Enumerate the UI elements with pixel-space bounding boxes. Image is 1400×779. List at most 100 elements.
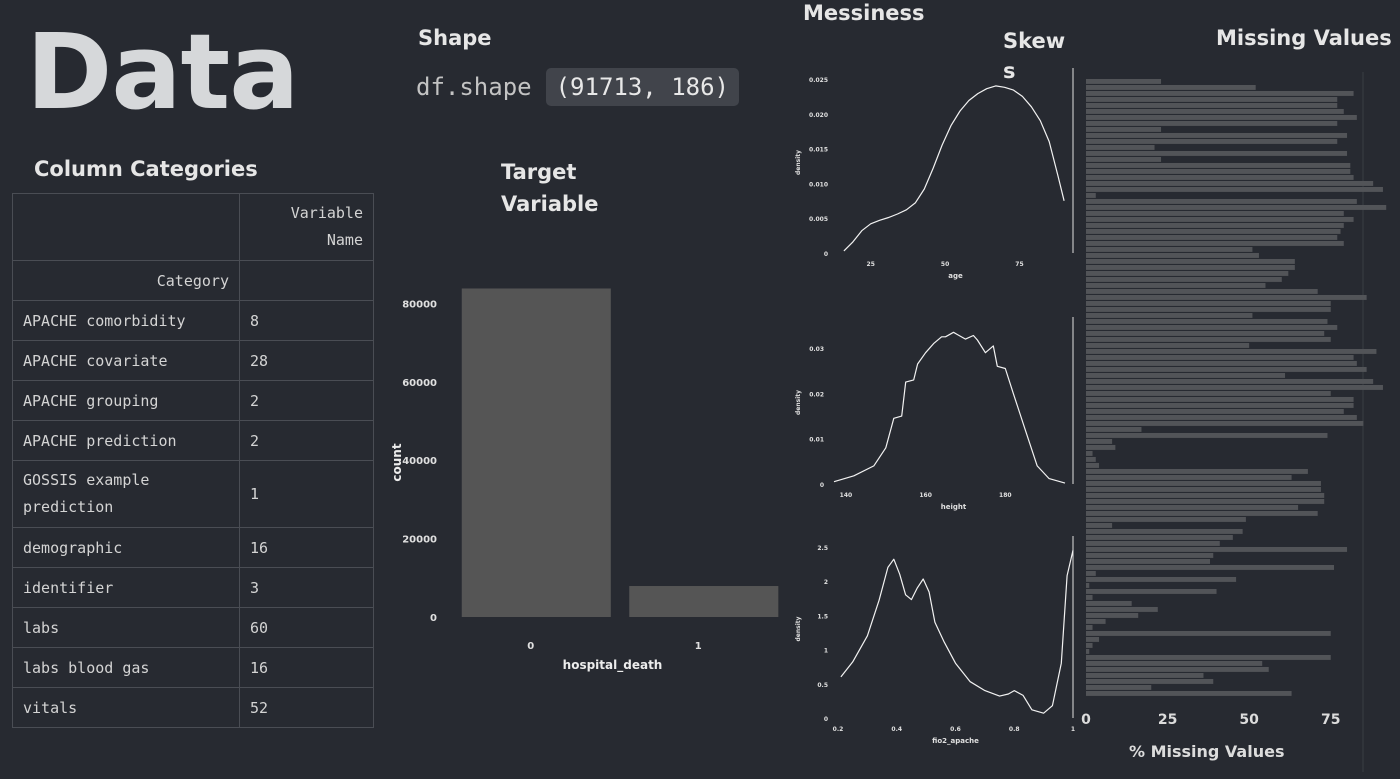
y-tick-label: 0.03 <box>809 346 824 353</box>
table-row: labs 60 <box>12 607 374 648</box>
variable-count-cell: 1 <box>239 460 374 528</box>
missing-bar <box>1086 103 1338 108</box>
missing-bar <box>1086 577 1237 582</box>
missing-bar <box>1086 367 1367 372</box>
table-row: labs blood gas 16 <box>12 647 374 688</box>
table-row: identifier 3 <box>12 567 374 608</box>
density-line <box>843 85 1065 252</box>
column-categories-heading: Column Categories <box>34 157 258 181</box>
missing-bar <box>1086 493 1325 498</box>
missing-bar <box>1086 271 1289 276</box>
missing-bar <box>1086 409 1344 414</box>
missing-bar <box>1086 181 1374 186</box>
missing-bar <box>1086 85 1256 90</box>
missing-bar <box>1086 187 1383 192</box>
category-cell: identifier <box>12 567 240 608</box>
x-tick-label: 1 <box>695 641 702 652</box>
missing-bar <box>1086 631 1331 636</box>
x-tick-label: 0 <box>527 641 534 652</box>
x-tick-label: 160 <box>919 492 932 499</box>
target-variable-heading: Target Variable <box>501 156 598 220</box>
missing-bar <box>1086 691 1292 696</box>
x-tick-label: 1 <box>1071 726 1075 733</box>
missing-bar <box>1086 361 1357 366</box>
y-tick-label: 0 <box>430 613 437 624</box>
missing-bar <box>1086 511 1318 516</box>
missing-bar <box>1086 403 1354 408</box>
missing-bar <box>1086 475 1292 480</box>
variable-count-cell: 28 <box>239 340 374 381</box>
missing-bar <box>1086 385 1383 390</box>
shape-output: (91713, 186) <box>545 68 739 106</box>
table-header-row: Variable Name <box>12 193 374 261</box>
variable-count-cell: 52 <box>239 687 374 728</box>
x-tick-label: 25 <box>1158 712 1177 728</box>
missing-bar <box>1086 121 1338 126</box>
missing-bar <box>1086 283 1266 288</box>
skews-heading-line1: Skew <box>1003 29 1066 53</box>
skews-heading-line2: s <box>1003 59 1016 83</box>
x-tick-label: 25 <box>867 261 875 268</box>
height-density-chart: 0 0.01 0.02 0.03 140 160 180 height density <box>795 317 1074 511</box>
y-tick-label: 0.02 <box>809 391 824 398</box>
missing-bar <box>1086 325 1338 330</box>
missing-bar <box>1086 115 1357 120</box>
missing-bar <box>1086 457 1096 462</box>
category-cell: APACHE prediction <box>12 420 240 461</box>
shape-heading: Shape <box>418 26 492 50</box>
density-line <box>840 550 1074 714</box>
y-tick-label: 0 <box>820 482 824 489</box>
missing-bar <box>1086 211 1344 216</box>
missing-bar <box>1086 433 1328 438</box>
missing-values-heading: Missing Values <box>1216 26 1392 50</box>
missing-bar <box>1086 313 1253 318</box>
x-tick-label: 140 <box>840 492 853 499</box>
y-tick-label: 1.5 <box>817 613 828 620</box>
missing-bar <box>1086 571 1096 576</box>
missing-bar <box>1086 427 1142 432</box>
missing-bar <box>1086 523 1113 528</box>
missing-bar <box>1086 505 1299 510</box>
missing-bar <box>1086 247 1253 252</box>
missing-bar <box>1086 391 1331 396</box>
missing-bar <box>1086 613 1139 618</box>
missing-bar <box>1086 661 1263 666</box>
missing-bar <box>1086 223 1344 228</box>
missing-bar <box>1086 355 1354 360</box>
x-tick-label: 0.2 <box>833 726 844 733</box>
y-tick-label: 0.005 <box>809 216 828 223</box>
x-tick-label: 75 <box>1015 261 1023 268</box>
page-title: Data <box>26 11 299 133</box>
category-cell: APACHE comorbidity <box>12 300 240 341</box>
missing-bar <box>1086 559 1210 564</box>
missing-bar <box>1086 241 1344 246</box>
missing-bar <box>1086 415 1357 420</box>
table-index-row: Category <box>12 260 374 301</box>
missing-bar <box>1086 217 1354 222</box>
x-axis-label: % Missing Values <box>1129 742 1285 761</box>
x-tick-label: 0.6 <box>950 726 961 733</box>
missing-bar <box>1086 679 1214 684</box>
missing-bar <box>1086 607 1158 612</box>
table-row: demographic 16 <box>12 527 374 568</box>
density-line <box>833 331 1066 484</box>
missing-bar <box>1086 397 1354 402</box>
y-tick-label: 0.020 <box>809 112 828 119</box>
missing-bar <box>1086 175 1354 180</box>
table-header-variable-name: Variable Name <box>239 193 374 261</box>
missing-bar <box>1086 373 1286 378</box>
missing-bar <box>1086 685 1152 690</box>
variable-count-cell: 16 <box>239 647 374 688</box>
y-tick-label: 0.01 <box>809 437 824 444</box>
y-tick-label: 2 <box>824 579 828 586</box>
missing-bar <box>1086 301 1331 306</box>
x-tick-label: 0.4 <box>891 726 902 733</box>
missing-bar <box>1086 343 1250 348</box>
missing-bar <box>1086 289 1318 294</box>
missing-bar <box>1086 529 1243 534</box>
bar-1 <box>629 586 779 617</box>
missing-bar <box>1086 481 1321 486</box>
missing-bar <box>1086 235 1338 240</box>
missing-bar <box>1086 253 1259 258</box>
missing-bar <box>1086 487 1321 492</box>
